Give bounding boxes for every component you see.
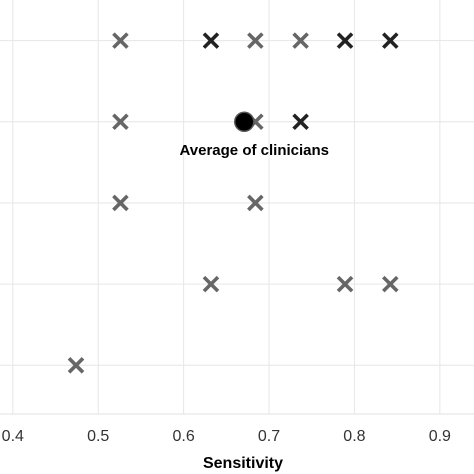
x-tick-label: 0.8 [343, 428, 365, 445]
x-marker [112, 32, 129, 49]
x-marker [67, 357, 85, 374]
x-tick-label: 0.4 [2, 428, 24, 445]
x-axis-title: Sensitivity [203, 455, 283, 472]
x-marker [292, 32, 309, 49]
x-marker [292, 113, 309, 131]
x-tick-label: 0.7 [258, 428, 280, 445]
x-marker [112, 194, 129, 212]
x-marker [202, 32, 220, 49]
x-marker [336, 275, 354, 293]
x-tick-label: 0.5 [87, 428, 109, 445]
x-marker [382, 32, 399, 49]
x-tick-label: 0.6 [172, 428, 194, 445]
x-marker [382, 275, 399, 293]
x-marker [247, 32, 264, 49]
data-points [67, 32, 399, 374]
x-marker [336, 32, 354, 49]
x-marker [202, 275, 220, 293]
x-axis-ticks: 0.4 0.5 0.6 0.7 0.8 0.9 [2, 428, 451, 445]
x-tick-label: 0.9 [429, 428, 451, 445]
grid-lines [0, 0, 474, 415]
x-marker [112, 113, 129, 131]
average-point [234, 111, 255, 133]
x-marker [247, 194, 264, 212]
average-annotation: Average of clinicians [180, 142, 330, 159]
